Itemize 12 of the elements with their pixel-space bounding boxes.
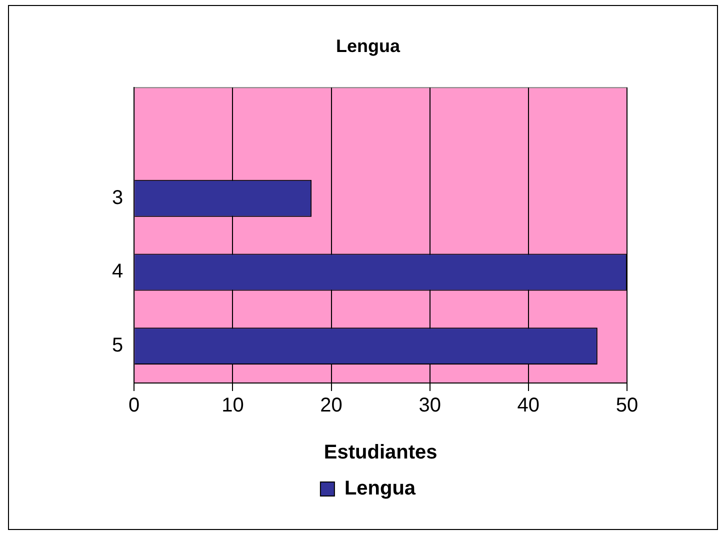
x-tick-label: 0 xyxy=(128,394,140,417)
x-tick-label: 40 xyxy=(517,394,540,417)
chart-title: Lengua xyxy=(336,36,401,56)
legend-label: Lengua xyxy=(344,478,416,500)
x-tick-label: 10 xyxy=(222,394,244,417)
x-tick-label: 50 xyxy=(616,394,638,417)
y-tick-label: 5 xyxy=(112,334,124,357)
y-tick-label: 4 xyxy=(112,260,124,283)
y-tick-label: 3 xyxy=(112,186,124,209)
x-axis-title: Estudiantes xyxy=(324,442,438,464)
x-tick-label: 30 xyxy=(418,394,441,417)
x-tick-label: 20 xyxy=(320,394,342,417)
